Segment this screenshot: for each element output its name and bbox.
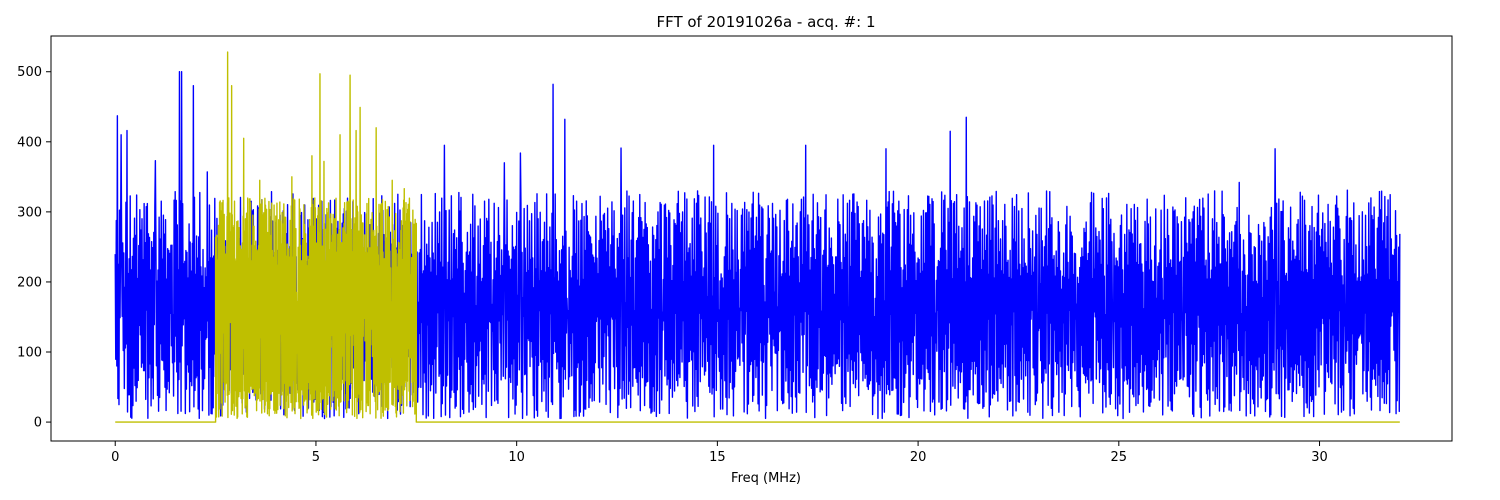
x-tick-label: 15 [709, 450, 726, 465]
y-tick-label: 300 [17, 205, 42, 220]
chart-title: FFT of 20191026a - acq. #: 1 [656, 13, 875, 31]
y-tick-label: 100 [17, 346, 42, 361]
x-tick-label: 25 [1111, 450, 1128, 465]
series-line-filtered-band [115, 51, 1400, 423]
x-tick-label: 10 [508, 450, 525, 465]
x-tick-label: 30 [1311, 450, 1328, 465]
x-tick-label: 0 [111, 450, 119, 465]
y-tick-label: 200 [17, 275, 42, 290]
y-tick-label: 500 [17, 65, 42, 80]
series-layer [114, 51, 1401, 423]
x-axis-label: Freq (MHz) [731, 471, 801, 486]
x-axis: 0 5 10 15 20 25 30 [111, 441, 1328, 465]
y-tick-label: 0 [34, 416, 42, 431]
y-axis: 0 100 200 300 400 500 [17, 65, 51, 431]
x-tick-label: 5 [312, 450, 320, 465]
plot-area-frame [50, 35, 1453, 442]
y-tick-label: 400 [17, 135, 42, 150]
x-tick-label: 20 [910, 450, 927, 465]
